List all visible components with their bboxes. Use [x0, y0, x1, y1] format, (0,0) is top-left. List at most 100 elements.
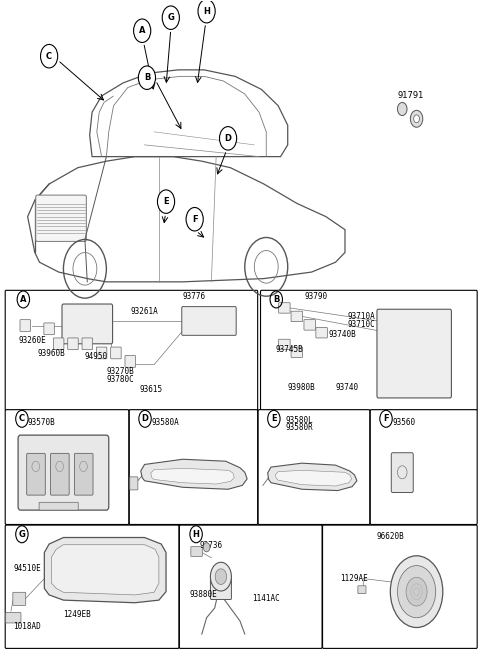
- Text: B: B: [144, 73, 150, 82]
- FancyBboxPatch shape: [130, 477, 138, 490]
- Text: D: D: [142, 415, 148, 423]
- FancyBboxPatch shape: [304, 320, 315, 330]
- Circle shape: [210, 562, 231, 591]
- Circle shape: [397, 565, 436, 618]
- FancyBboxPatch shape: [6, 612, 21, 623]
- Text: A: A: [20, 295, 26, 304]
- Text: 93880E: 93880E: [190, 590, 217, 599]
- FancyBboxPatch shape: [370, 409, 477, 525]
- Text: 93570B: 93570B: [28, 418, 55, 426]
- Text: F: F: [192, 215, 197, 224]
- FancyBboxPatch shape: [180, 525, 322, 648]
- FancyBboxPatch shape: [291, 311, 302, 322]
- FancyBboxPatch shape: [291, 347, 302, 358]
- Text: 92736: 92736: [199, 542, 223, 550]
- Text: 1249EB: 1249EB: [63, 610, 91, 619]
- Text: 93580A: 93580A: [152, 418, 180, 426]
- FancyBboxPatch shape: [44, 323, 54, 335]
- FancyBboxPatch shape: [258, 409, 370, 525]
- Circle shape: [157, 190, 175, 214]
- Text: 1018AD: 1018AD: [13, 622, 41, 631]
- FancyBboxPatch shape: [50, 453, 69, 495]
- FancyBboxPatch shape: [53, 338, 64, 350]
- Polygon shape: [51, 545, 159, 595]
- FancyBboxPatch shape: [18, 435, 109, 510]
- Text: 94950: 94950: [85, 352, 108, 362]
- Circle shape: [410, 110, 423, 127]
- FancyBboxPatch shape: [125, 356, 135, 367]
- Circle shape: [414, 115, 420, 122]
- Polygon shape: [276, 470, 352, 486]
- Circle shape: [406, 577, 427, 606]
- Text: 93960B: 93960B: [37, 349, 65, 358]
- FancyBboxPatch shape: [129, 409, 258, 525]
- Text: E: E: [271, 415, 276, 423]
- FancyBboxPatch shape: [96, 347, 107, 359]
- Polygon shape: [44, 538, 166, 603]
- Text: 96620B: 96620B: [376, 532, 404, 541]
- Text: 91791: 91791: [397, 92, 424, 100]
- FancyBboxPatch shape: [210, 577, 231, 599]
- FancyBboxPatch shape: [391, 453, 413, 493]
- Circle shape: [198, 0, 215, 23]
- Text: 93780C: 93780C: [107, 375, 134, 384]
- Text: C: C: [19, 415, 25, 423]
- Text: 94510E: 94510E: [13, 565, 41, 573]
- Text: C: C: [46, 52, 52, 61]
- Text: 93790: 93790: [304, 292, 327, 301]
- Text: 93745B: 93745B: [276, 345, 303, 354]
- Text: G: G: [168, 13, 174, 22]
- Circle shape: [203, 543, 210, 552]
- Text: 93710C: 93710C: [348, 320, 375, 329]
- Text: H: H: [203, 7, 210, 16]
- FancyBboxPatch shape: [36, 195, 86, 242]
- Circle shape: [40, 45, 58, 68]
- Circle shape: [390, 556, 443, 627]
- FancyBboxPatch shape: [5, 525, 179, 648]
- Text: 93710A: 93710A: [348, 312, 375, 321]
- FancyBboxPatch shape: [20, 320, 31, 331]
- Text: 93980B: 93980B: [288, 383, 315, 392]
- FancyBboxPatch shape: [74, 453, 93, 495]
- Text: G: G: [18, 530, 25, 539]
- Circle shape: [186, 208, 203, 231]
- FancyBboxPatch shape: [68, 338, 78, 350]
- FancyBboxPatch shape: [13, 592, 26, 605]
- FancyBboxPatch shape: [191, 547, 202, 557]
- Circle shape: [138, 66, 156, 90]
- Text: 93261A: 93261A: [130, 307, 158, 316]
- FancyBboxPatch shape: [27, 453, 45, 495]
- Text: 1141AC: 1141AC: [252, 593, 280, 603]
- Text: 93740B: 93740B: [328, 329, 356, 339]
- Circle shape: [133, 19, 151, 43]
- Circle shape: [219, 126, 237, 150]
- Polygon shape: [151, 468, 234, 484]
- FancyBboxPatch shape: [279, 303, 290, 313]
- FancyBboxPatch shape: [111, 347, 121, 359]
- FancyBboxPatch shape: [39, 502, 78, 510]
- Text: H: H: [192, 530, 200, 539]
- FancyBboxPatch shape: [5, 290, 258, 410]
- Circle shape: [397, 102, 407, 115]
- FancyBboxPatch shape: [182, 307, 236, 335]
- Text: 93740: 93740: [336, 383, 359, 392]
- Text: 93270B: 93270B: [107, 367, 134, 376]
- Text: 93560: 93560: [393, 418, 416, 426]
- FancyBboxPatch shape: [279, 339, 290, 350]
- FancyBboxPatch shape: [5, 409, 129, 525]
- Text: E: E: [163, 197, 169, 206]
- FancyBboxPatch shape: [82, 338, 93, 350]
- Text: F: F: [383, 415, 389, 423]
- FancyBboxPatch shape: [377, 309, 451, 398]
- Text: 93615: 93615: [140, 385, 163, 394]
- Text: 1129AE: 1129AE: [340, 574, 368, 583]
- Circle shape: [162, 6, 180, 29]
- Polygon shape: [141, 459, 247, 489]
- Text: B: B: [273, 295, 279, 304]
- Circle shape: [215, 569, 227, 584]
- FancyBboxPatch shape: [316, 328, 327, 338]
- Text: 93580R: 93580R: [285, 422, 313, 432]
- FancyBboxPatch shape: [261, 290, 477, 410]
- Text: D: D: [225, 134, 231, 143]
- FancyBboxPatch shape: [62, 304, 113, 344]
